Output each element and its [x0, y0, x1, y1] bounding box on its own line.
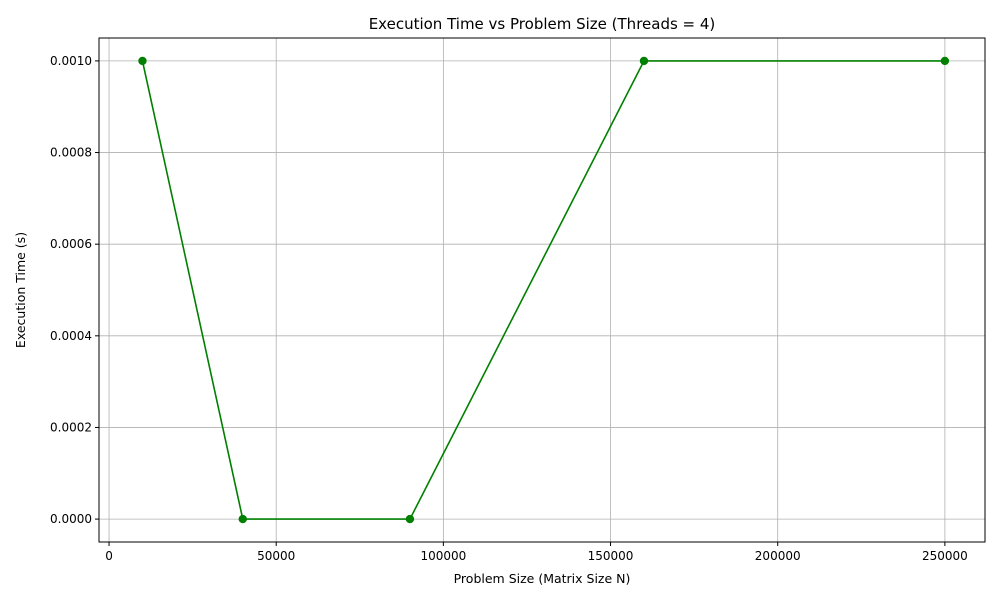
y-tick-label: 0.0004: [50, 329, 92, 343]
x-tick-label: 50000: [257, 549, 295, 563]
x-axis-label: Problem Size (Matrix Size N): [454, 571, 631, 586]
data-point: [138, 56, 147, 66]
y-axis-label: Execution Time (s): [13, 232, 28, 348]
x-tick-label: 200000: [755, 549, 801, 563]
y-tick-label: 0.0008: [50, 146, 92, 160]
x-tick-label: 250000: [922, 549, 968, 563]
series-layer: [138, 56, 950, 524]
series-line: [141, 60, 945, 520]
axis-ticks: 0 50000 100000 150000 200000 250000 0.0000 0.00…: [50, 54, 968, 563]
y-tick-label: 0.0000: [50, 512, 92, 526]
data-point: [940, 56, 950, 66]
x-tick-label: 150000: [588, 549, 634, 563]
data-point: [238, 514, 247, 524]
y-tick-label: 0.0002: [50, 420, 92, 434]
y-tick-label: 0.0006: [50, 237, 92, 251]
plot-frame: [98, 37, 986, 543]
chart-title: Execution Time vs Problem Size (Threads …: [369, 15, 716, 33]
x-tick-label: 100000: [420, 549, 466, 563]
data-point: [639, 56, 649, 66]
data-point: [405, 514, 415, 524]
y-tick-label: 0.0010: [50, 54, 92, 68]
x-tick-label: 0: [105, 549, 113, 563]
